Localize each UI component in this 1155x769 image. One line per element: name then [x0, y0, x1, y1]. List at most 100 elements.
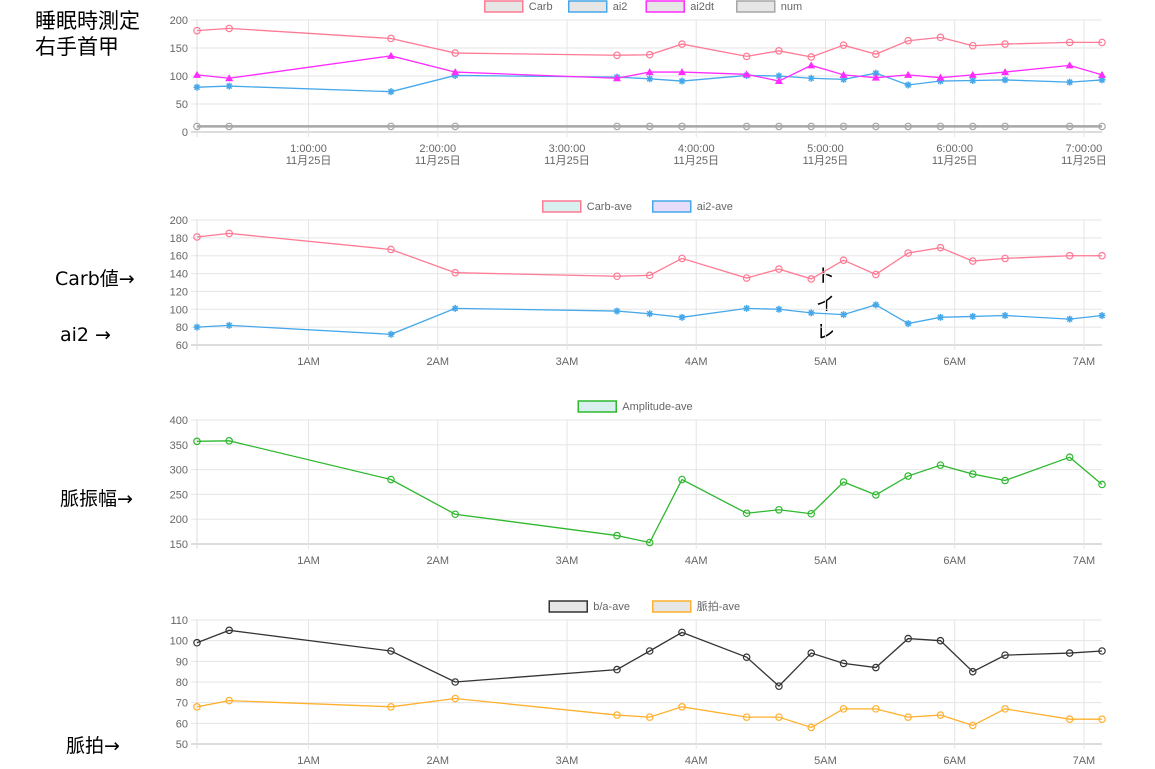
x-tick-label: 3AM [556, 755, 579, 767]
data-point [193, 323, 201, 331]
data-point [193, 83, 201, 91]
x-tick-label: 4:00:00 [678, 143, 715, 155]
data-point [807, 309, 815, 317]
data-point [451, 71, 459, 79]
x-tick-label: 7AM [1073, 356, 1096, 368]
data-point [678, 40, 686, 48]
data-point [225, 321, 233, 329]
data-point [807, 275, 816, 283]
data-point [872, 270, 880, 279]
data-point [1065, 251, 1074, 260]
y-tick-label: 200 [170, 514, 188, 526]
chart-2: 60 80 100 120 140 160 180 200 1AM 2AM 3AM 4AM 5AM 6AM… [170, 200, 1106, 368]
legend-swatch [736, 0, 776, 13]
data-point [775, 46, 783, 55]
data-point [807, 723, 816, 732]
y-tick-label: 0 [182, 127, 188, 139]
data-point [742, 122, 751, 131]
chart-3: 150 200 250 300 350 400 1AM 2AM 3AM 4AM 5AM 6AM 7AM A… [170, 400, 1106, 567]
legend-label: Amplitude-ave [622, 401, 692, 413]
data-point [904, 122, 912, 131]
y-tick-label: 60 [176, 718, 188, 730]
data-point [742, 653, 751, 662]
y-tick-label: 50 [176, 99, 188, 111]
data-point [645, 68, 654, 76]
data-point [225, 626, 233, 635]
data-point [451, 678, 460, 686]
data-point [1065, 122, 1074, 131]
data-point [968, 70, 977, 78]
data-point [193, 233, 201, 241]
data-point [839, 70, 848, 78]
legend-swatch [652, 600, 692, 613]
data-point [1098, 70, 1106, 78]
data-point [678, 628, 686, 637]
x-tick-label: 2:00:00 [419, 143, 456, 155]
data-point [775, 72, 783, 80]
data-point [451, 694, 460, 703]
x-tick-sublabel: 11月25日 [673, 155, 719, 167]
data-point [678, 702, 686, 711]
data-point [871, 73, 880, 81]
y-tick-label: 110 [170, 615, 188, 627]
data-point [1001, 40, 1009, 48]
series-line-ai2 [196, 72, 1103, 93]
data-point [839, 478, 848, 486]
data-point [936, 73, 945, 81]
x-tick-label: 6AM [943, 755, 966, 767]
y-tick-label: 150 [170, 43, 188, 55]
x-tick-label: 1AM [297, 755, 320, 767]
data-point [1001, 68, 1010, 76]
data-point [1098, 76, 1106, 84]
x-tick-label: 2AM [426, 755, 449, 767]
data-point [613, 307, 621, 315]
data-point [612, 74, 621, 82]
data-point [872, 50, 880, 58]
x-tick-label: 7:00:00 [1066, 143, 1103, 155]
data-point [613, 51, 621, 60]
data-point [1065, 649, 1074, 657]
data-point [969, 76, 977, 84]
data-point [775, 505, 783, 514]
data-point [872, 122, 880, 131]
data-point [969, 312, 977, 320]
data-point [775, 122, 783, 131]
data-point [645, 538, 654, 547]
data-point [1098, 122, 1106, 131]
data-point [872, 491, 880, 499]
data-point [807, 53, 816, 61]
data-point [225, 74, 234, 82]
x-tick-label: 6:00:00 [936, 143, 973, 155]
data-point [968, 721, 977, 730]
data-point [678, 313, 686, 321]
data-point [193, 437, 201, 446]
data-point [646, 310, 654, 318]
data-point [225, 229, 233, 238]
x-tick-label: 3AM [556, 555, 579, 567]
x-tick-label: 1AM [297, 356, 320, 368]
data-point [742, 274, 751, 282]
data-point [872, 663, 880, 672]
data-point [645, 271, 654, 280]
data-point [613, 711, 621, 719]
data-point [775, 682, 783, 690]
data-point [742, 509, 751, 518]
data-point [807, 122, 816, 131]
series-line-脈拍-ave [196, 697, 1102, 729]
data-point [387, 702, 395, 711]
y-tick-label: 80 [176, 322, 188, 334]
x-tick-sublabel: 11月25日 [932, 155, 978, 167]
series-line-Carb [196, 27, 1102, 58]
data-point [645, 713, 654, 721]
data-point [839, 256, 848, 264]
series-line-ai2-ave [196, 304, 1103, 335]
data-point [678, 122, 686, 131]
data-point [872, 69, 880, 77]
data-point [904, 713, 912, 721]
data-point [839, 659, 848, 668]
data-point [1001, 76, 1009, 84]
data-point [775, 265, 783, 273]
data-point [451, 268, 460, 277]
series-line-Carb-ave [196, 232, 1102, 280]
